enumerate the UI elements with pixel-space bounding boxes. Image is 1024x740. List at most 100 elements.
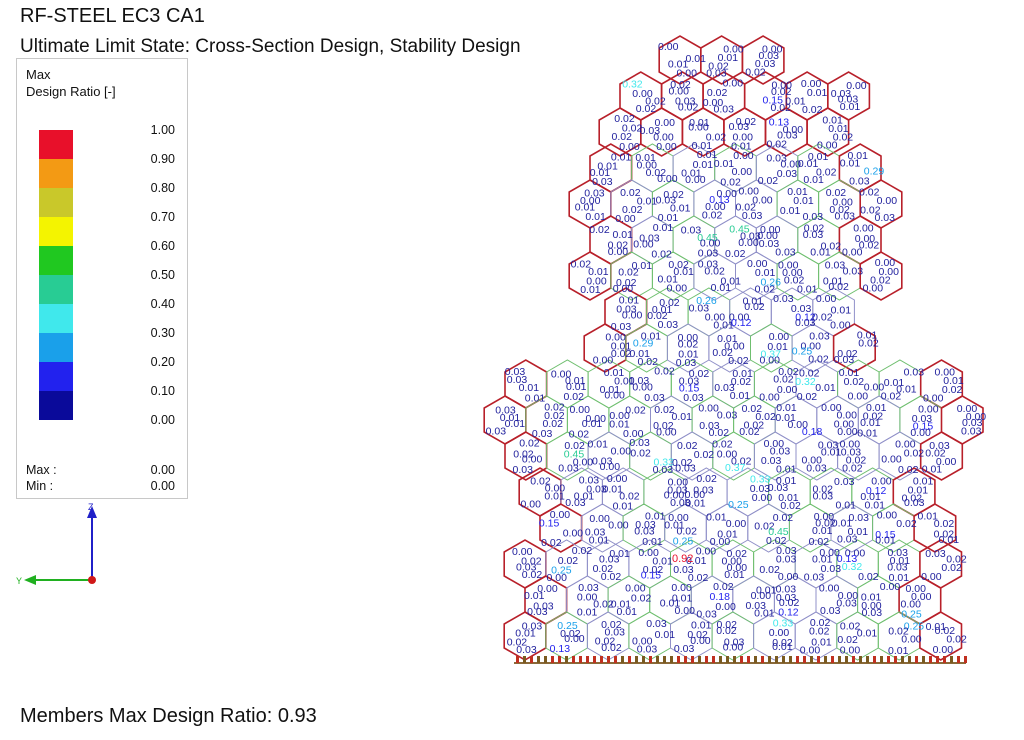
member-ratio-label: 0.01 [822, 115, 843, 127]
member-ratio-label: 0.00 [550, 509, 571, 521]
member-ratio-label: 0.13 [550, 643, 571, 655]
member-ratio-label: 0.00 [936, 456, 957, 468]
member-ratio-label: 0.00 [832, 197, 853, 209]
member-ratio-label: 0.02 [815, 518, 836, 530]
member-ratio-label: 0.03 [683, 392, 704, 404]
member-ratio-label: 0.01 [718, 52, 739, 64]
member-ratio-label: 0.00 [668, 512, 689, 524]
support-node [845, 656, 848, 663]
member-ratio-label: 0.01 [714, 158, 735, 170]
legend-tick-label: 0.00 [150, 413, 175, 427]
support-node [901, 656, 904, 663]
member-ratio-label: 0.00 [846, 80, 867, 92]
member-ratio-label: 0.01 [588, 439, 609, 451]
legend-max-label: Max : [26, 463, 57, 477]
member-ratio-label: 0.01 [515, 627, 536, 639]
support-node [691, 656, 694, 663]
member-ratio-label: 0.03 [616, 304, 637, 316]
member-ratio-label: 0.12 [866, 485, 887, 497]
support-node [908, 656, 911, 663]
member-ratio-label: 0.01 [913, 476, 934, 488]
member-ratio-label: 0.00 [723, 78, 744, 90]
member-ratio-label: 0.00 [853, 223, 874, 235]
member-ratio-label: 0.02 [812, 312, 833, 324]
member-ratio-label: 0.00 [700, 237, 721, 249]
member-ratio-label: 0.00 [717, 188, 738, 200]
member-ratio-label: 0.02 [659, 297, 680, 309]
support-node [922, 656, 925, 663]
member-ratio-label: 0.03 [740, 231, 761, 243]
member-ratio-label: 0.01 [861, 592, 882, 604]
member-ratio-label: 0.00 [564, 633, 585, 645]
member-ratio-label: 0.01 [717, 529, 738, 541]
member-ratio-label: 0.00 [733, 131, 754, 143]
member-ratio-label: 0.01 [652, 304, 673, 316]
support-node [824, 656, 827, 663]
member-ratio-label: 0.00 [837, 409, 858, 421]
support-node [544, 656, 547, 663]
member-ratio-label: 0.00 [933, 644, 954, 656]
member-ratio-label: 0.01 [918, 511, 939, 523]
support-node [880, 656, 883, 663]
member-ratio-label: 0.03 [776, 554, 797, 566]
member-ratio-label: 0.33 [773, 618, 794, 630]
member-ratio-label: 0.02 [620, 187, 641, 199]
member-ratio-label: 0.01 [939, 534, 960, 546]
member-ratio-label: 0.02 [687, 629, 708, 641]
member-ratio-label: 0.03 [862, 607, 883, 619]
member-ratio-label: 0.02 [513, 449, 534, 461]
support-node [698, 656, 701, 663]
member-ratio-label: 0.00 [537, 583, 558, 595]
member-ratio-label: 0.01 [884, 377, 905, 389]
member-ratio-label: 0.01 [660, 597, 681, 609]
member-ratio-label: 0.02 [708, 60, 729, 72]
member-ratio-label: 0.02 [809, 536, 830, 548]
member-ratio-label: 0.00 [607, 473, 628, 485]
member-ratio-label: 0.02 [771, 102, 792, 114]
color-legend-panel: Max Design Ratio [-] 1.00 0.90 0.80 0.70 0.6… [16, 58, 188, 499]
member-ratio-label: 0.01 [848, 526, 869, 538]
member-ratio-label: 0.02 [731, 455, 752, 467]
member-ratio-label: 0.01 [908, 485, 929, 497]
member-ratio-label: 0.02 [571, 259, 592, 271]
member-ratio-label: 0.02 [643, 564, 664, 576]
member-ratio-label: 0.00 [817, 139, 838, 151]
member-ratio-label: 0.03 [513, 464, 534, 476]
member-ratio-label: 0.45 [564, 449, 585, 461]
legend-swatch [39, 362, 73, 391]
member-ratio-label: 0.02 [601, 619, 622, 631]
member-ratio-label: 0.13 [837, 553, 858, 565]
member-ratio-label: 0.02 [672, 457, 693, 469]
member-ratio-label: 0.00 [685, 174, 706, 186]
member-ratio-label: 0.02 [530, 476, 551, 488]
member-ratio-label: 0.01 [575, 201, 596, 213]
member-ratio-label: 0.00 [910, 427, 931, 439]
member-ratio-label: 0.02 [611, 348, 632, 360]
member-ratio-label: 0.01 [580, 284, 601, 296]
member-ratio-label: 0.03 [961, 425, 982, 437]
support-node [712, 656, 715, 663]
member-ratio-label: 0.02 [799, 368, 820, 380]
member-ratio-label: 0.02 [779, 597, 800, 609]
member-ratio-label: 0.03 [656, 195, 677, 207]
member-ratio-label: 0.00 [863, 283, 884, 295]
member-ratio-label: 0.00 [769, 331, 790, 343]
structure-model-view[interactable]: 0.000.010.010.000.000.010.020.030.000.03… [420, 30, 1020, 680]
member-ratio-label: 0.00 [613, 283, 634, 295]
member-ratio-label: 0.02 [802, 104, 823, 116]
member-ratio-label: 0.03 [629, 437, 650, 449]
member-ratio-label: 0.00 [747, 258, 768, 270]
member-ratio-label: 0.01 [836, 499, 857, 511]
member-ratio-label: 0.02 [942, 384, 963, 396]
member-ratio-label: 0.00 [778, 259, 799, 271]
member-ratio-label: 0.02 [744, 301, 765, 313]
member-ratio-labels: 0.000.010.010.000.000.010.020.030.000.03… [486, 41, 987, 657]
member-ratio-label: 0.03 [791, 303, 812, 315]
support-node [782, 656, 785, 663]
member-ratio-label: 0.01 [574, 490, 595, 502]
member-ratio-label: 0.00 [923, 393, 944, 405]
support-node [670, 656, 673, 663]
support-node [558, 656, 561, 663]
member-ratio-label: 0.02 [622, 204, 643, 216]
support-node [936, 656, 939, 663]
